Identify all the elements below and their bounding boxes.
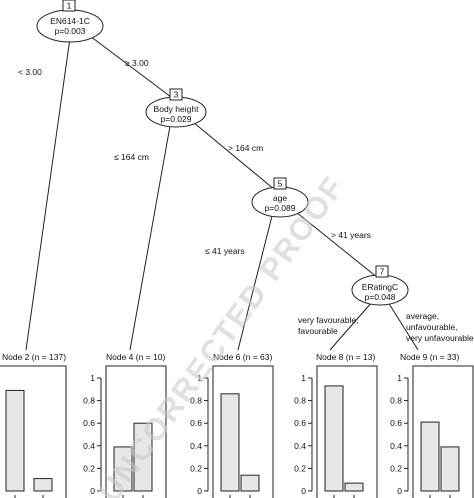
y-tick-label: 0.2 <box>83 463 95 473</box>
terminal-chart-node-6: 1 0.8 0.6 0.4 0.2 0 <box>190 365 274 498</box>
terminal-chart-node-8: 1 0.8 0.6 0.4 0.2 0 <box>294 365 378 498</box>
terminal-chart-node-4: 1 0.8 0.6 0.4 0.2 0 <box>83 365 167 498</box>
inner-node-7: 7 ERatingC p=0.048 <box>351 265 409 306</box>
node-id: 5 <box>278 179 283 189</box>
edge-5-6 <box>237 215 273 351</box>
y-tick-label: 0.6 <box>390 418 402 428</box>
split-label-7-right-line2: unfavourable, <box>406 322 458 332</box>
split-label-7-left-line2: favourable <box>298 326 338 336</box>
tree-edges <box>25 32 419 351</box>
terminal-titles: Node 2 (n = 137) Node 4 (n = 10) Node 6 … <box>2 352 459 362</box>
terminal-chart-node-9: 1 0.8 0.6 0.4 0.2 0 <box>390 365 474 498</box>
y-tick-label: 0.4 <box>294 441 306 451</box>
edge-7-8 <box>329 301 373 351</box>
y-tick-label: 0.4 <box>83 441 95 451</box>
y-tick-label: 1 <box>90 373 95 383</box>
node-id: 7 <box>380 267 385 277</box>
bar-1 <box>324 385 344 492</box>
bar-1 <box>220 393 240 492</box>
split-label-7-right-line1: average, <box>406 311 439 321</box>
split-label-5-left: ≤ 41 years <box>205 246 245 256</box>
y-tick-label: 0 <box>397 486 402 496</box>
bar-1 <box>5 389 25 492</box>
split-label-3-right: > 164 cm <box>228 143 263 153</box>
node-id-box <box>62 0 76 12</box>
bar-2 <box>440 446 460 492</box>
y-tick-label: 0 <box>197 486 202 496</box>
p-value: p=0.029 <box>161 114 192 124</box>
edge-1-2 <box>25 37 71 351</box>
split-labels: < 3.00 ≥ 3.00 ≤ 164 cm > 164 cm ≤ 41 yea… <box>18 58 474 343</box>
p-value: p=0.048 <box>365 292 396 302</box>
inner-node-3: 3 Body height p=0.029 <box>145 88 207 128</box>
bar-1 <box>420 421 440 492</box>
bar-2 <box>33 478 53 492</box>
y-tick-label: 0.6 <box>190 418 202 428</box>
split-label-3-left: ≤ 164 cm <box>114 152 149 162</box>
y-tick-label: 0.8 <box>83 396 95 406</box>
edge-5-7 <box>295 211 379 279</box>
bar-2 <box>240 474 260 492</box>
bar-2 <box>344 482 364 492</box>
terminal-title-node-2: Node 2 (n = 137) <box>2 352 66 362</box>
inner-node-1: 1 EN614-1C p=0.003 <box>36 0 104 43</box>
p-value: p=0.003 <box>55 26 86 36</box>
y-tick-label: 1 <box>197 373 202 383</box>
split-variable: ERatingC <box>362 282 398 292</box>
y-tick-label: 1 <box>397 373 402 383</box>
split-variable: EN614-1C <box>50 16 90 26</box>
node-id: 1 <box>67 1 72 11</box>
bar-2 <box>133 422 153 492</box>
y-tick-label: 0.8 <box>190 396 202 406</box>
split-label-7-right-line3: very unfavourable <box>406 333 474 343</box>
edge-7-9 <box>387 301 419 351</box>
y-tick-label: 0.2 <box>190 463 202 473</box>
y-tick-label: 0.2 <box>294 463 306 473</box>
y-tick-label: 0.4 <box>190 441 202 451</box>
split-variable: age <box>273 193 287 203</box>
split-variable: Body height <box>154 104 200 114</box>
y-tick-label: 0.8 <box>390 396 402 406</box>
node-id-box <box>169 88 183 101</box>
edge-1-3 <box>85 32 176 101</box>
y-tick-label: 0.6 <box>294 418 306 428</box>
y-tick-label: 1 <box>301 373 306 383</box>
terminal-title-node-6: Node 6 (n = 63) <box>213 352 272 362</box>
terminal-title-node-4: Node 4 (n = 10) <box>106 352 165 362</box>
inner-node-5: 5 age p=0.089 <box>251 177 309 218</box>
terminal-title-node-8: Node 8 (n = 13) <box>316 352 375 362</box>
node-id-box <box>375 265 389 278</box>
bar-1 <box>113 446 133 492</box>
edge-3-5 <box>192 121 276 191</box>
p-value: p=0.089 <box>265 203 296 213</box>
node-id: 3 <box>174 90 179 100</box>
split-label-1-right: ≥ 3.00 <box>125 58 149 68</box>
y-tick-label: 0.8 <box>294 396 306 406</box>
split-label-7-right: average, unfavourable, very unfavourable <box>406 311 474 343</box>
y-tick-label: 0.4 <box>390 441 402 451</box>
terminal-chart-node-2 <box>0 365 67 498</box>
terminal-bar-charts: 1 0.8 0.6 0.4 0.2 0 1 0.8 0.6 0.4 0.2 0 1 0.8 0.6 0.4 0.… <box>0 365 474 498</box>
edge-3-4 <box>129 125 171 351</box>
node-id-box <box>273 177 287 190</box>
split-label-1-left: < 3.00 <box>18 67 42 77</box>
y-tick-label: 0.6 <box>83 418 95 428</box>
terminal-title-node-9: Node 9 (n = 33) <box>400 352 459 362</box>
split-label-7-left: very favourable, favourable <box>298 315 361 336</box>
y-tick-label: 0.2 <box>390 463 402 473</box>
split-label-5-right: > 41 years <box>331 230 371 240</box>
y-tick-label: 0 <box>301 486 306 496</box>
y-tick-label: 0 <box>90 486 95 496</box>
split-label-7-left-line1: very favourable, <box>298 315 358 325</box>
